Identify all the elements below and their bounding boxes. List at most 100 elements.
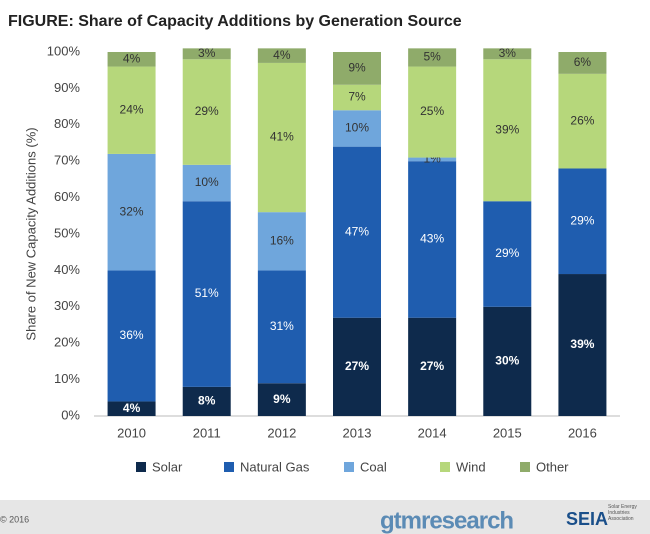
bar-segment [408, 157, 457, 162]
brand: gtmresearch [380, 507, 513, 534]
legend-swatch [440, 462, 450, 472]
bar-segment [257, 48, 306, 63]
data-label: 10% [345, 121, 369, 135]
x-tick-label: 2010 [117, 425, 146, 440]
bar-segment [333, 52, 381, 85]
data-label: 25% [420, 104, 444, 118]
data-label: 29% [570, 213, 594, 227]
data-label: 6% [574, 55, 592, 69]
data-label: 32% [120, 204, 144, 218]
bar-segment [107, 66, 156, 154]
bar-segment [182, 48, 231, 60]
bar-segment [182, 201, 231, 387]
data-label: 27% [345, 359, 369, 373]
x-tick-label: 2011 [193, 425, 221, 440]
y-tick-label: 70% [54, 153, 80, 168]
bar-segment [558, 274, 607, 416]
y-tick-label: 40% [54, 262, 80, 277]
x-tick-label: 2016 [568, 425, 597, 440]
bar-segment [483, 59, 532, 202]
data-label: 43% [420, 232, 444, 246]
y-tick-label: 0% [61, 407, 80, 422]
data-label: 24% [120, 102, 144, 116]
data-label: 5% [423, 50, 441, 64]
x-tick-label: 2013 [343, 425, 372, 440]
data-label: 31% [270, 319, 294, 333]
data-label: 29% [495, 246, 519, 260]
x-tick-label: 2012 [267, 425, 296, 440]
legend-label: Coal [360, 459, 387, 474]
data-label: 9% [348, 61, 366, 75]
legend-label: Solar [152, 459, 183, 474]
bar-segment [408, 66, 457, 158]
data-label: 29% [195, 104, 219, 118]
data-label: 7% [348, 90, 366, 104]
legend-label: Natural Gas [240, 459, 310, 474]
y-tick-label: 30% [54, 298, 80, 313]
y-axis-label: Share of New Capacity Additions (%) [23, 127, 38, 340]
legend-swatch [136, 462, 146, 472]
logo: SEIA [566, 509, 608, 529]
data-label: 4% [273, 48, 291, 62]
data-label: 8% [198, 394, 216, 408]
bar-segment [257, 212, 306, 271]
data-label: 51% [195, 286, 219, 300]
bar-segment [257, 270, 306, 384]
y-tick-label: 80% [54, 116, 80, 131]
bar-segment [333, 146, 381, 318]
footer-bar [0, 500, 650, 534]
y-tick-label: 100% [47, 43, 81, 58]
bar-segment [257, 62, 306, 213]
data-label: 39% [495, 122, 519, 136]
bar-segment [107, 270, 156, 402]
bar-segment [182, 59, 231, 165]
logo-caption: Solar Energy Industries Association [608, 504, 637, 522]
bar-segment [483, 306, 532, 416]
legend-swatch [224, 462, 234, 472]
data-label: 41% [270, 130, 294, 144]
bar-segment [333, 84, 381, 111]
bar-segment [107, 401, 156, 416]
bar-segment [182, 164, 231, 202]
y-tick-label: 10% [54, 371, 80, 386]
data-label: 3% [198, 46, 216, 60]
bar-segment [483, 48, 532, 60]
bar-segment [182, 386, 231, 416]
data-label: 26% [570, 113, 594, 127]
bar-segment [558, 168, 607, 275]
data-label: 47% [345, 224, 369, 238]
data-label: 36% [120, 328, 144, 342]
y-tick-label: 20% [54, 335, 80, 350]
y-tick-label: 90% [54, 80, 80, 95]
legend-label: Wind [456, 459, 486, 474]
copyright: © 2016 [0, 514, 29, 524]
bar-segment [483, 201, 532, 307]
data-label: 9% [273, 392, 291, 406]
bar-segment [333, 317, 381, 416]
bar-segment [107, 52, 156, 67]
bar-segment [257, 383, 306, 416]
legend-swatch [520, 462, 530, 472]
bar-segment [408, 161, 457, 318]
x-tick-label: 2015 [493, 425, 522, 440]
chart-title: FIGURE: Share of Capacity Additions by G… [8, 13, 462, 30]
bar-segment [408, 317, 457, 416]
bar-segment [107, 153, 156, 271]
bar-segment [333, 110, 381, 147]
data-label: 4% [123, 51, 141, 65]
data-label: 16% [270, 233, 294, 247]
logo-caption-box: Solar Energy Industries Association [608, 504, 637, 522]
data-label: 4% [123, 401, 141, 415]
data-label: 3% [499, 46, 517, 60]
y-tick-label: 50% [54, 225, 80, 240]
bar-segment [558, 52, 607, 74]
data-label: 39% [570, 337, 594, 351]
bar-segment [408, 48, 457, 67]
data-label: 10% [195, 175, 219, 189]
bar-segment [558, 73, 607, 169]
x-tick-label: 2014 [418, 425, 447, 440]
y-tick-label: 60% [54, 189, 80, 204]
legend-label: Other [536, 459, 569, 474]
data-label: 27% [420, 359, 444, 373]
